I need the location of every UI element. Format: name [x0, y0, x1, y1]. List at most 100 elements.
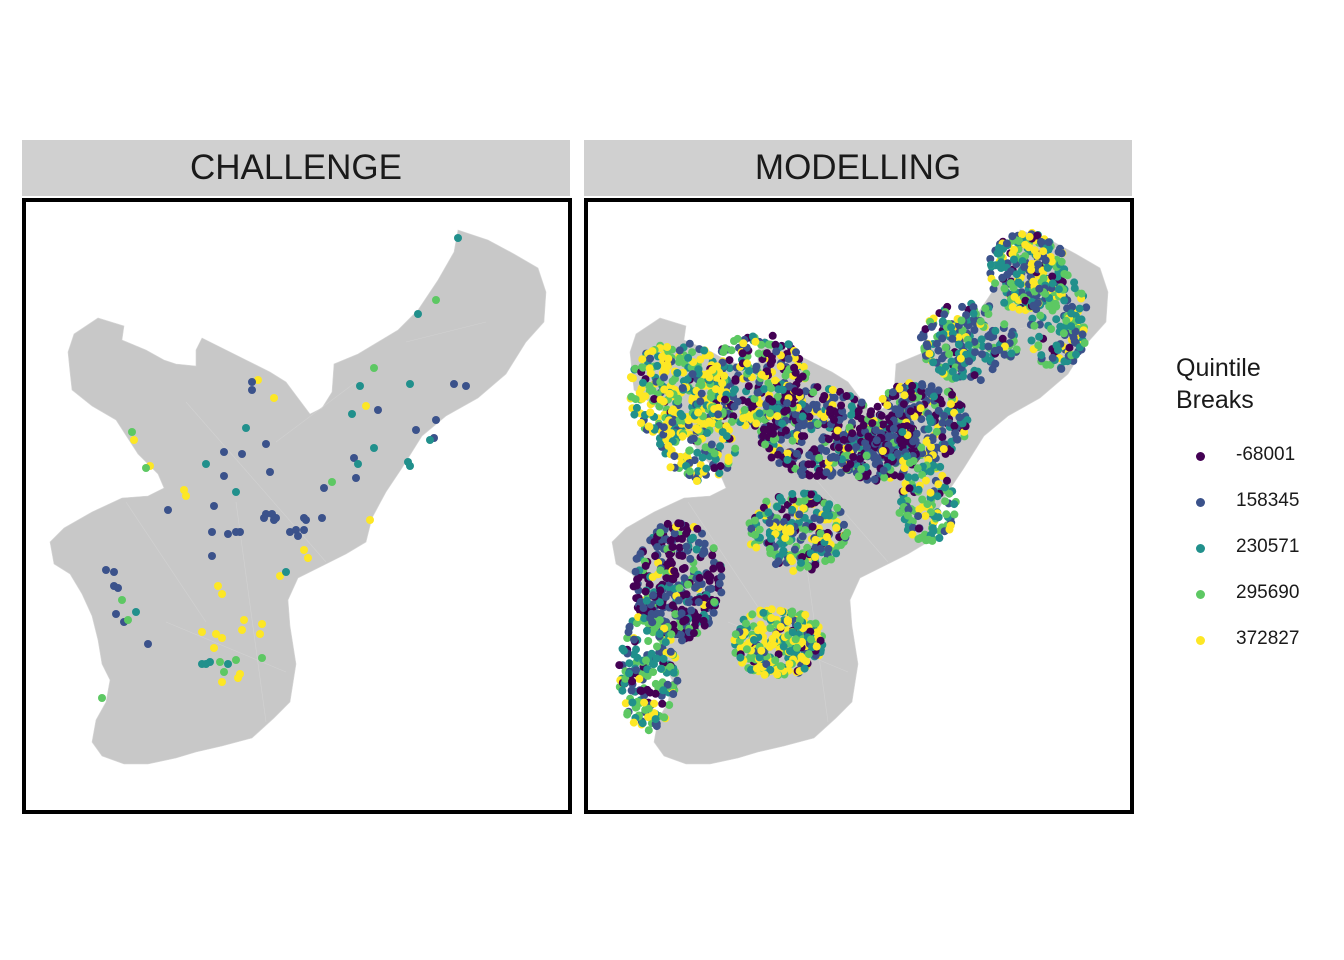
- sale-point: [779, 642, 788, 651]
- sale-point: [674, 519, 683, 528]
- sale-point: [900, 464, 909, 472]
- sale-point: [164, 506, 172, 514]
- sale-point: [941, 497, 950, 506]
- sale-point: [689, 434, 698, 443]
- sale-point: [921, 512, 930, 520]
- sale-point: [705, 417, 713, 426]
- sale-point: [668, 377, 677, 386]
- sale-point: [929, 461, 938, 470]
- sale-point: [926, 467, 935, 476]
- sale-point: [908, 393, 917, 402]
- sale-point: [711, 385, 720, 394]
- sale-point: [1009, 283, 1018, 292]
- sale-point: [1067, 322, 1076, 331]
- sale-point: [706, 572, 715, 581]
- sale-point: [792, 348, 800, 357]
- sale-point: [887, 453, 896, 462]
- sale-point: [112, 610, 120, 618]
- sale-point: [666, 647, 675, 656]
- sale-point: [639, 363, 647, 372]
- sale-point: [849, 453, 858, 461]
- sale-point: [677, 609, 686, 618]
- sale-point: [938, 418, 947, 427]
- sale-point: [898, 428, 907, 436]
- sale-point: [828, 386, 837, 394]
- sale-point: [773, 502, 782, 511]
- sale-point: [837, 468, 845, 477]
- sale-point: [1077, 289, 1086, 298]
- legend-label: 295690: [1236, 582, 1300, 603]
- sale-point: [238, 450, 246, 458]
- sale-point: [689, 629, 698, 638]
- sale-point: [776, 362, 785, 371]
- sale-point: [716, 442, 725, 451]
- sale-point: [716, 462, 725, 471]
- sale-point: [813, 419, 822, 428]
- sale-point: [620, 646, 628, 655]
- sale-point: [648, 573, 657, 582]
- sale-point: [628, 677, 637, 686]
- sale-point: [643, 626, 651, 635]
- sale-point: [760, 385, 768, 394]
- sale-point: [653, 642, 661, 651]
- sale-point: [790, 363, 799, 372]
- sale-point: [625, 669, 633, 678]
- sale-point: [683, 375, 692, 384]
- sale-point: [671, 610, 680, 619]
- sale-point: [948, 334, 957, 343]
- sale-point: [816, 636, 825, 645]
- sale-point: [762, 660, 771, 669]
- sale-point: [432, 416, 440, 424]
- sale-point: [710, 449, 719, 458]
- sale-point: [709, 544, 718, 553]
- sale-point: [918, 495, 927, 504]
- sale-point: [1039, 247, 1048, 256]
- sale-point: [638, 355, 647, 364]
- sale-point: [779, 546, 788, 555]
- sale-point: [679, 368, 688, 377]
- sale-point: [1000, 320, 1009, 329]
- sale-point: [1000, 284, 1009, 293]
- sale-point: [750, 516, 759, 525]
- sale-point: [639, 604, 648, 612]
- sale-point: [742, 619, 750, 628]
- sale-point: [645, 382, 654, 391]
- sale-point: [906, 407, 915, 416]
- sale-point: [1048, 279, 1057, 288]
- sale-point: [839, 435, 848, 444]
- sale-point: [771, 630, 780, 639]
- sale-point: [710, 464, 719, 472]
- sale-point: [642, 596, 651, 605]
- sale-point: [1054, 247, 1063, 256]
- sale-point: [675, 346, 684, 355]
- sale-point: [832, 523, 841, 532]
- sale-point: [220, 668, 228, 676]
- legend-title: Quintile Breaks: [1176, 352, 1261, 416]
- sale-point: [818, 435, 827, 444]
- sale-point: [130, 436, 138, 444]
- sale-point: [718, 428, 727, 436]
- sale-point: [647, 649, 656, 658]
- sale-point: [752, 419, 761, 428]
- sale-point: [954, 333, 963, 342]
- sale-point: [240, 616, 248, 624]
- sale-point: [783, 455, 792, 464]
- sale-point: [1052, 302, 1061, 311]
- sale-point: [783, 399, 792, 408]
- sale-point: [827, 555, 836, 564]
- sale-point: [950, 421, 959, 430]
- sale-point: [991, 359, 1000, 368]
- sale-point: [678, 636, 686, 645]
- sale-point: [632, 554, 641, 563]
- sale-point: [1000, 350, 1009, 359]
- sale-point: [676, 409, 685, 418]
- sale-point: [669, 668, 678, 677]
- sale-point: [927, 386, 936, 395]
- sale-point: [844, 443, 853, 452]
- sale-point: [644, 637, 653, 645]
- sale-point: [1021, 240, 1030, 249]
- sale-point: [929, 358, 938, 367]
- sale-point: [805, 412, 814, 421]
- sale-point: [728, 388, 737, 397]
- sale-point: [911, 473, 920, 482]
